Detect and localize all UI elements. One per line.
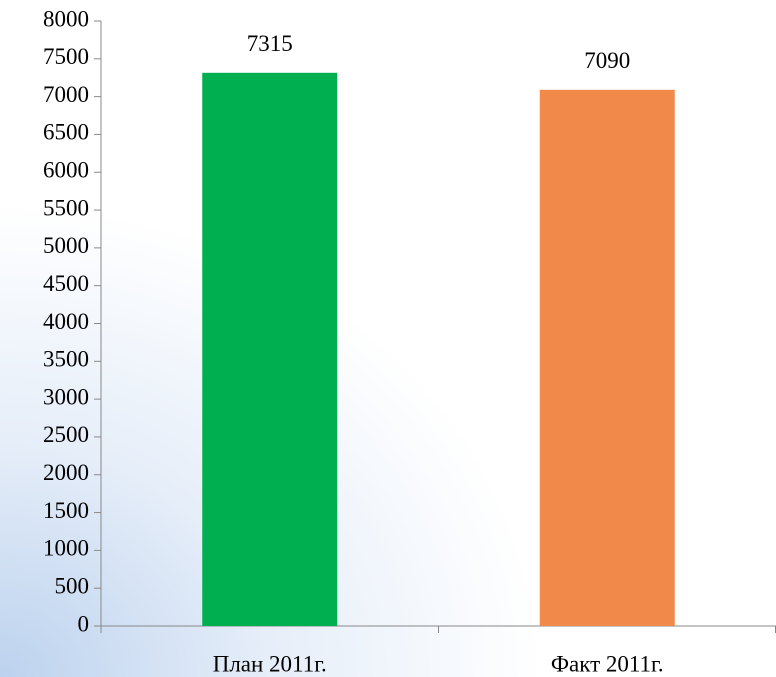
bar — [202, 72, 338, 627]
y-tick-label: 3000 — [43, 384, 89, 409]
y-tick-label: 4000 — [43, 309, 89, 334]
y-tick-label: 4500 — [43, 271, 89, 296]
y-tick-label: 5000 — [43, 233, 89, 258]
y-tick-label: 7500 — [43, 44, 89, 69]
y-tick-label: 1000 — [43, 536, 89, 561]
y-tick-label: 8000 — [43, 6, 89, 31]
y-tick-label: 1500 — [43, 498, 89, 523]
y-tick-label: 6500 — [43, 120, 89, 145]
data-label: 7090 — [584, 48, 630, 73]
x-tick-label: План 2011г. — [213, 651, 327, 676]
x-tick-label: Факт 2011г. — [551, 651, 664, 676]
y-tick-label: 3500 — [43, 347, 89, 372]
y-tick-label: 0 — [78, 611, 90, 636]
y-tick-label: 2500 — [43, 422, 89, 447]
data-label: 7315 — [247, 31, 293, 56]
y-tick-label: 500 — [55, 573, 90, 598]
y-tick-label: 5500 — [43, 195, 89, 220]
bar — [539, 89, 675, 627]
y-tick-label: 7000 — [43, 82, 89, 107]
y-tick-label: 6000 — [43, 158, 89, 183]
y-tick-label: 2000 — [43, 460, 89, 485]
